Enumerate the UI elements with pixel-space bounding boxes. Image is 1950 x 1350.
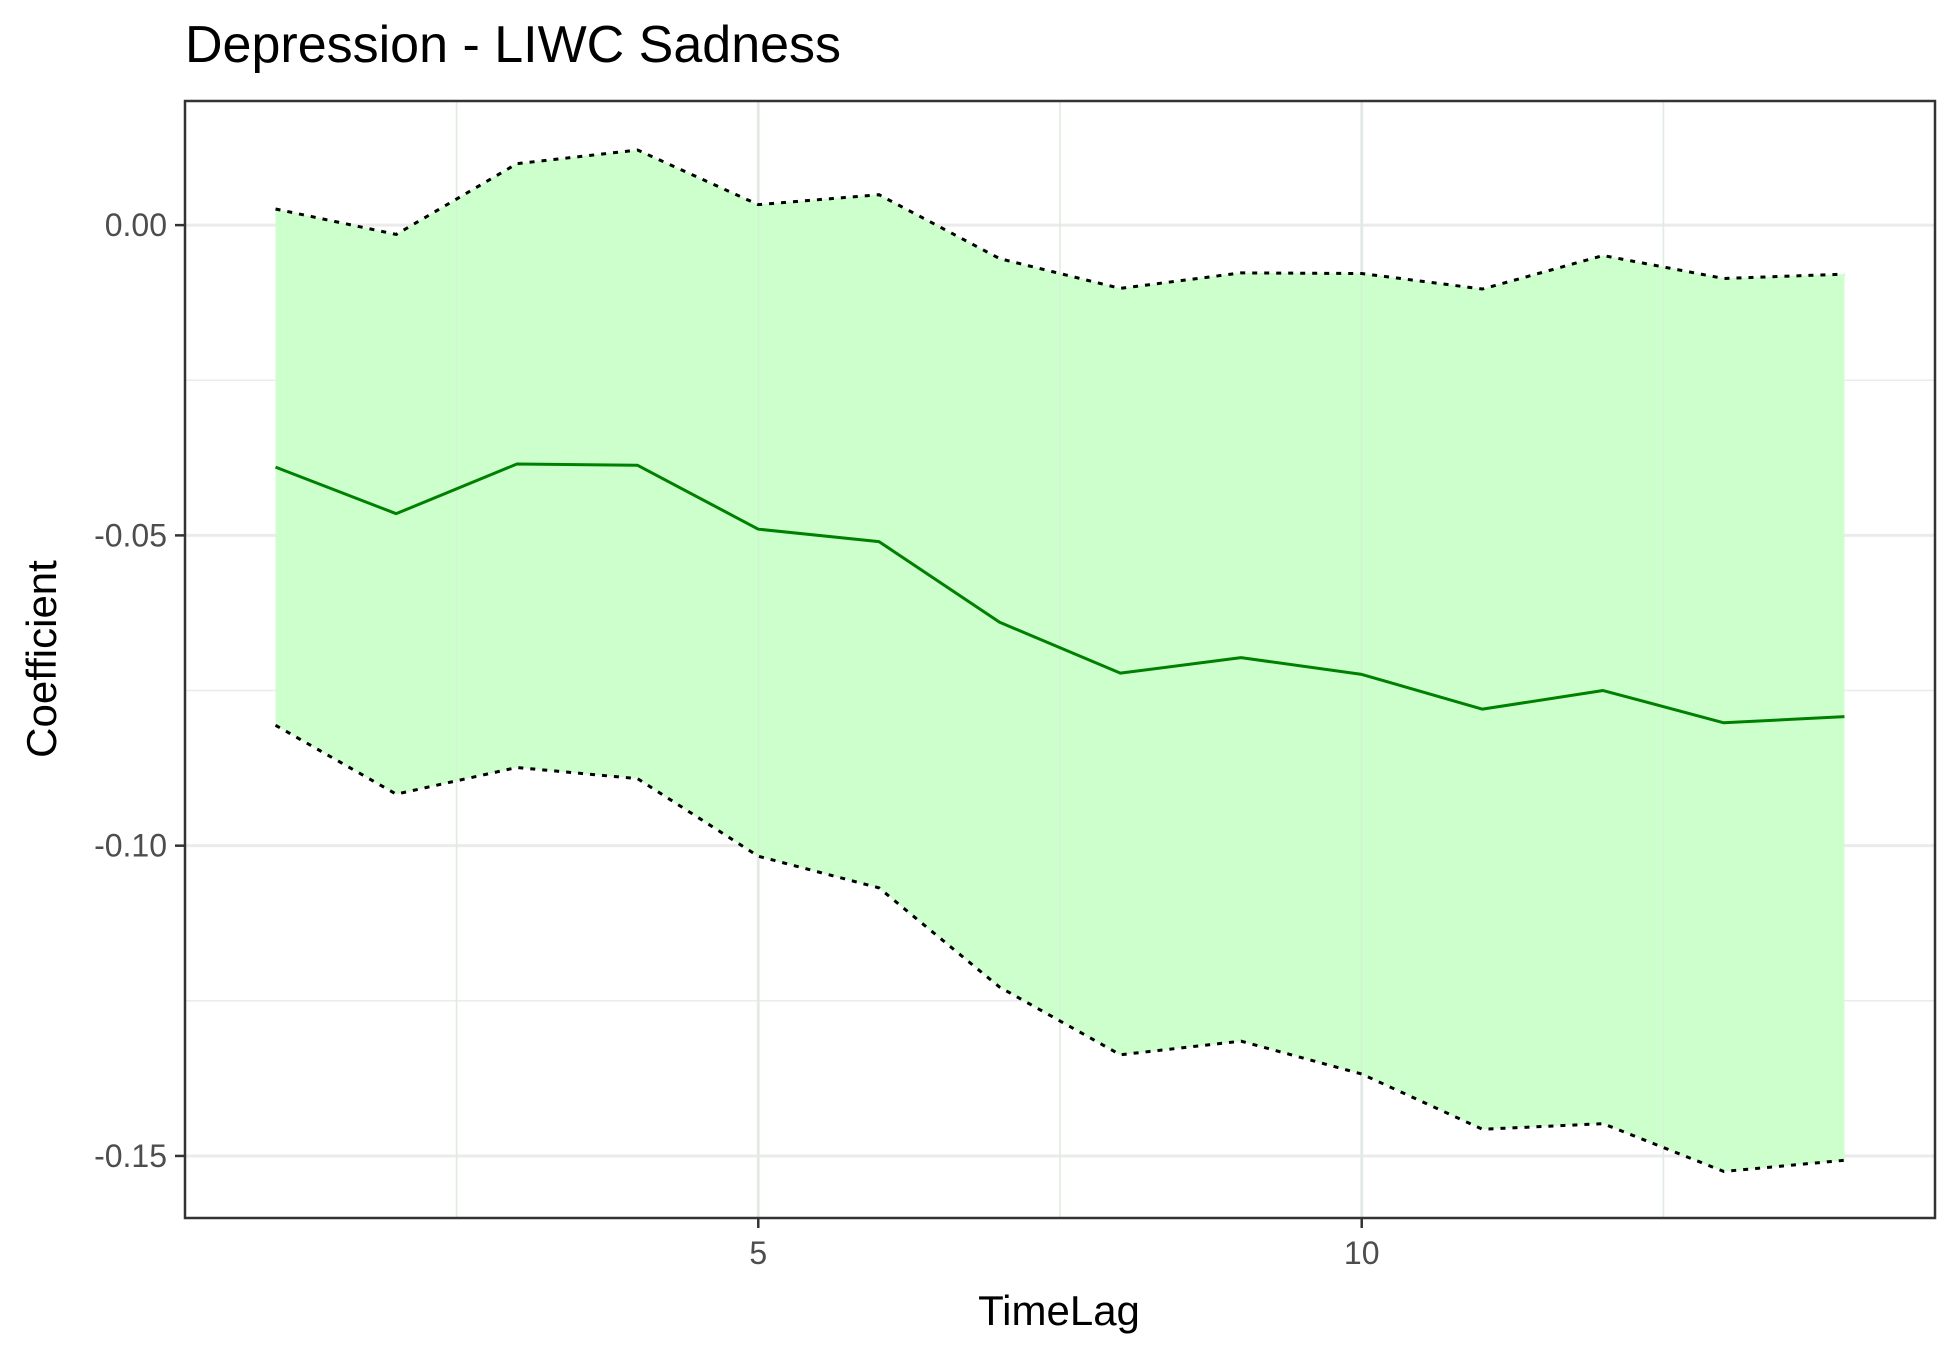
x-tick-label: 5	[749, 1235, 767, 1271]
x-tick-label: 10	[1344, 1235, 1380, 1271]
chart-title: Depression - LIWC Sadness	[185, 16, 841, 74]
plot-panel: 0.00 -0.05 -0.10 -0.15 5 10	[94, 99, 1937, 1271]
y-tick-label: 0.00	[105, 207, 167, 243]
y-tick-label: -0.05	[94, 517, 167, 553]
estimate-line	[274, 462, 1845, 725]
panel-border	[183, 99, 1937, 1220]
lower-bound-line	[274, 723, 1845, 1173]
y-tick-label: -0.15	[94, 1138, 167, 1174]
x-axis-title: TimeLag	[978, 1287, 1140, 1334]
y-axis-title: Coefficient	[18, 560, 65, 758]
y-tick-label: -0.10	[94, 828, 167, 864]
